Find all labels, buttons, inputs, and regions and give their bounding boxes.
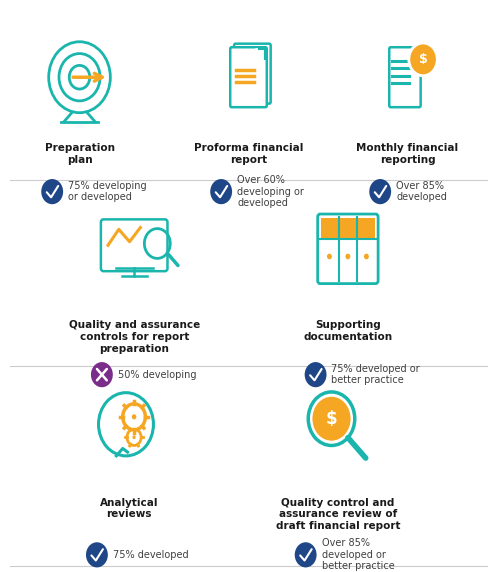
Text: Quality control and
assurance review of
draft financial report: Quality control and assurance review of …: [276, 498, 400, 531]
Text: Over 85%
developed: Over 85% developed: [396, 181, 447, 202]
Text: Over 85%
developed or
better practice: Over 85% developed or better practice: [322, 538, 394, 571]
Circle shape: [91, 362, 113, 387]
Circle shape: [305, 362, 327, 387]
FancyBboxPatch shape: [234, 43, 271, 104]
Text: Supporting
documentation: Supporting documentation: [303, 320, 393, 342]
Text: 75% developed: 75% developed: [113, 550, 188, 560]
Bar: [339, 218, 357, 240]
Circle shape: [295, 542, 317, 567]
Circle shape: [210, 179, 232, 204]
Circle shape: [132, 414, 136, 419]
FancyBboxPatch shape: [318, 214, 378, 284]
Text: $: $: [418, 53, 427, 66]
Circle shape: [132, 435, 136, 439]
FancyBboxPatch shape: [230, 47, 267, 107]
Text: Preparation
plan: Preparation plan: [45, 143, 114, 165]
Circle shape: [41, 179, 63, 204]
FancyBboxPatch shape: [389, 47, 420, 107]
Text: 75% developed or
better practice: 75% developed or better practice: [331, 364, 420, 386]
Circle shape: [313, 397, 350, 440]
Circle shape: [364, 253, 369, 259]
Text: Over 60%
developing or
developed: Over 60% developing or developed: [237, 175, 304, 208]
Circle shape: [369, 179, 391, 204]
Text: Analytical
reviews: Analytical reviews: [100, 498, 159, 519]
FancyBboxPatch shape: [101, 220, 167, 271]
Text: Quality and assurance
controls for report
preparation: Quality and assurance controls for repor…: [69, 320, 200, 353]
Circle shape: [327, 253, 332, 259]
Text: Proforma financial
report: Proforma financial report: [194, 143, 303, 165]
Text: 75% developing
or developed: 75% developing or developed: [68, 181, 147, 202]
Circle shape: [86, 542, 108, 567]
Circle shape: [409, 43, 437, 76]
Circle shape: [345, 253, 350, 259]
Text: Monthly financial
reporting: Monthly financial reporting: [356, 143, 459, 165]
Text: 50% developing: 50% developing: [118, 370, 196, 380]
Bar: [358, 218, 375, 240]
Text: $: $: [326, 410, 337, 428]
Bar: [321, 218, 338, 240]
